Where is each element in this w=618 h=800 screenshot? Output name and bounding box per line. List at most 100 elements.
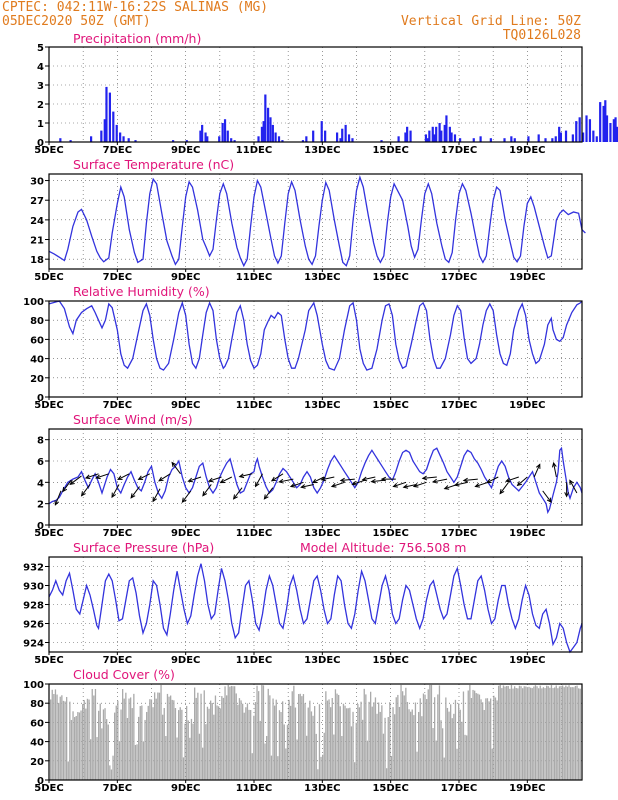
wind-arrow-head <box>117 475 123 480</box>
cloud-bar <box>349 707 351 780</box>
cloud-bar <box>285 748 287 780</box>
cloud-bar <box>211 702 213 780</box>
wind-arrow-head <box>392 483 398 488</box>
wind-arrow-shaft <box>569 480 578 494</box>
cloud-bar <box>350 726 353 780</box>
cloud-bar <box>93 695 95 780</box>
cloud-bar <box>298 694 300 780</box>
precip-xtick-label: 15DEC <box>372 145 408 156</box>
cloud-bar <box>400 684 402 780</box>
cloud-ytick-label: 0 <box>37 776 44 787</box>
cloud-bar <box>570 687 572 780</box>
pres-ytick-label: 926 <box>23 620 44 631</box>
cloud-bar <box>341 736 343 780</box>
precip-bar <box>503 138 506 142</box>
precip-bar <box>112 111 115 142</box>
precip-bar <box>344 124 347 142</box>
cloud-bar <box>408 709 410 780</box>
cloud-bar <box>117 700 119 780</box>
wind-arrow-shaft <box>138 473 151 480</box>
cloud-bar <box>101 728 103 780</box>
cloud-bar <box>206 706 209 780</box>
cloud-bar <box>296 739 298 780</box>
cloud-bar <box>275 699 277 780</box>
wind-arrow-head <box>300 484 306 489</box>
cloud-bar <box>482 702 484 780</box>
wind-arrow-head <box>412 483 419 488</box>
cloud-bar <box>362 719 364 780</box>
wind-arrow-shaft <box>432 478 448 483</box>
cloud-bar <box>114 712 116 780</box>
precip-xtick-label: 11DEC <box>236 145 272 156</box>
wind-arrow <box>278 478 294 484</box>
cloud-bar <box>283 724 285 780</box>
cloud-bar <box>190 718 193 780</box>
wind-arrow <box>207 476 222 483</box>
wind-arrow <box>431 478 448 484</box>
cloud-bar <box>469 684 471 780</box>
cloud-bar <box>203 690 205 780</box>
cloud-bar <box>118 741 121 780</box>
wind-arrow-shaft <box>220 476 233 484</box>
cloud-bar <box>547 686 549 780</box>
cloud-bar <box>466 735 468 780</box>
cloud-bar <box>195 697 197 780</box>
cloud-ytick-label: 20 <box>30 757 44 768</box>
wind-arrow <box>62 479 72 493</box>
precip-bar <box>404 132 407 142</box>
precip-bar <box>585 115 588 142</box>
precip-bar <box>559 132 562 142</box>
cloud-bar <box>491 748 493 780</box>
wind-arrow <box>569 479 578 494</box>
wind-ytick-label: 6 <box>37 457 44 468</box>
cloud-bar <box>376 713 378 780</box>
precip-bar <box>90 136 93 142</box>
precip-bar <box>301 140 305 142</box>
cloud-bar <box>509 688 511 780</box>
wind-xtick-label: 17DEC <box>441 528 477 539</box>
wind-xtick-label: 15DEC <box>372 528 408 539</box>
temp-series-line <box>48 175 586 268</box>
cloud-bar <box>546 685 548 780</box>
rh-panel: Relative Humidity (%) 0 20 40 60 80 100 5DEC 7DE… <box>23 284 583 411</box>
cloud-bar <box>186 705 188 780</box>
precip-bar <box>424 134 428 142</box>
precip-xtick-label: 7DEC <box>103 145 132 156</box>
cloud-bar <box>518 685 521 780</box>
cloud-xtick-label: 19DEC <box>509 783 545 794</box>
cloud-bar <box>354 762 356 780</box>
wind-arrow <box>486 476 499 484</box>
cloud-bar <box>136 744 138 780</box>
wind-arrow-head <box>80 491 86 497</box>
cloud-bar <box>453 713 455 780</box>
cloud-bar <box>107 724 109 780</box>
precip-ytick-label: 1 <box>37 119 44 130</box>
cloud-bar <box>160 684 162 780</box>
precip-bar <box>602 105 605 142</box>
cloud-bar <box>179 707 181 780</box>
wind-arrow-shaft <box>188 476 202 482</box>
cloud-bar <box>470 698 473 780</box>
pres-xtick-label: 13DEC <box>304 655 340 666</box>
cloud-bar <box>325 691 327 780</box>
cloud-bar <box>288 699 290 780</box>
wind-arrow-head <box>546 497 552 503</box>
cloud-bar <box>248 709 250 780</box>
cloud-bar <box>528 686 530 780</box>
cloud-bar <box>560 685 562 780</box>
cloud-bar <box>389 702 391 780</box>
temp-xtick-label: 13DEC <box>304 272 340 283</box>
precip-bar <box>510 136 513 142</box>
cloud-bar <box>120 709 122 780</box>
cloud-bar <box>61 695 63 780</box>
wind-arrow-shaft <box>69 475 82 485</box>
cloud-bar <box>131 708 133 780</box>
cloud-bar <box>486 698 489 780</box>
cloud-bar <box>280 712 282 780</box>
cloud-bar <box>302 694 305 780</box>
cloud-bar <box>53 694 55 780</box>
cloud-bar <box>222 697 225 780</box>
precip-bar <box>616 126 618 142</box>
cloud-bar <box>378 702 380 780</box>
cloud-bar <box>306 735 308 780</box>
